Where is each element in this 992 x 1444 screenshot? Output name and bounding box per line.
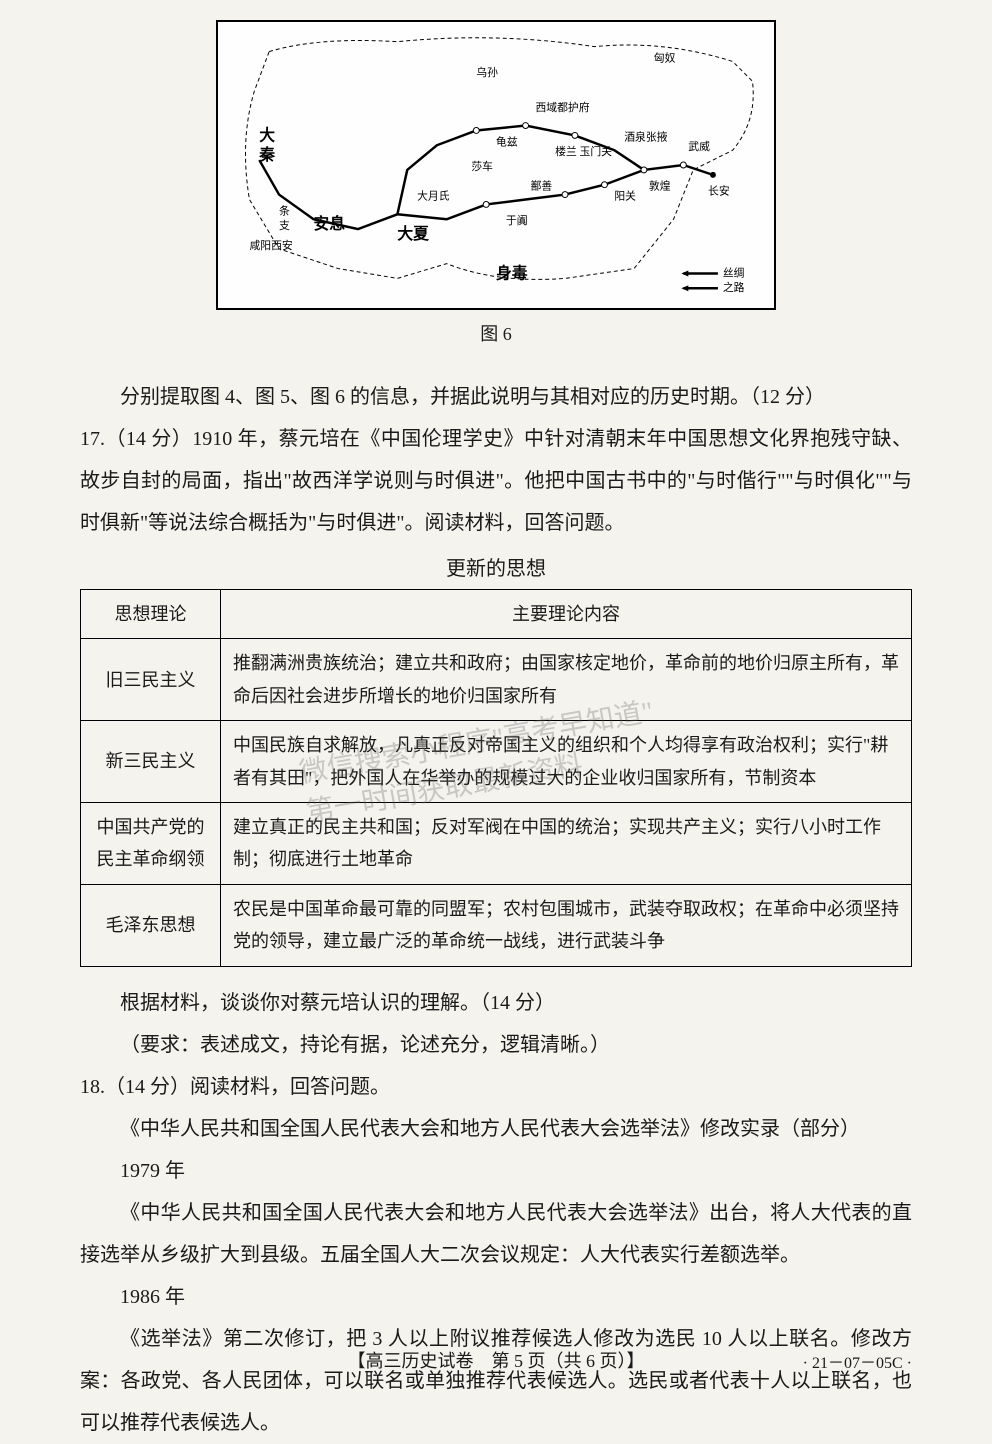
- silk-road-map: 匈奴 乌孙 西域都护府 龟兹 楼兰 玉门关 酒泉张掖 阳关 敦煌 武威 莎车 鄯…: [216, 20, 776, 310]
- q18-stem: 18.（14 分）阅读材料，回答问题。: [80, 1066, 912, 1108]
- table-header-row: 思想理论 主要理论内容: [81, 590, 912, 639]
- q18-p3: 《选举法》第二次修订，把 3 人以上附议推荐候选人修改为选民 10 人以上联名。…: [80, 1318, 912, 1444]
- ideology-table: 思想理论 主要理论内容 旧三民主义 推翻满洲贵族统治；建立共和政府；由国家核定地…: [80, 589, 912, 967]
- q18-y1: 1979 年: [80, 1150, 912, 1192]
- q18-p2: 《中华人民共和国全国人民代表大会和地方人民代表大会选举法》出台，将人大代表的直接…: [80, 1192, 912, 1276]
- label-xian: 咸阳西安: [249, 238, 292, 252]
- label-daxia: 大夏: [397, 224, 429, 243]
- q18-p1: 《中华人民共和国全国人民代表大会和地方人民代表大会选举法》修改实录（部分）: [80, 1108, 912, 1150]
- label-wuwei: 武威: [688, 140, 710, 153]
- table-row: 毛泽东思想 农民是中国革命最可靠的同盟军；农村包围城市，武装夺取政权；在革命中必…: [81, 884, 912, 966]
- th-content: 主要理论内容: [221, 590, 912, 639]
- legend-road: 之路: [723, 280, 745, 294]
- q17-task1: 根据材料，谈谈你对蔡元培认识的理解。（14 分）: [80, 982, 912, 1024]
- table-title: 更新的思想: [80, 552, 912, 581]
- cell-content: 建立真正的民主共和国；反对军阀在中国的统治；实现共产主义；实行八小时工作制；彻底…: [221, 802, 912, 884]
- label-dunhuang: 敦煌: [649, 179, 671, 193]
- cell-content: 中国民族自求解放，凡真正反对帝国主义的组织和个人均得享有政治权利；实行"耕者有其…: [221, 721, 912, 803]
- label-wusun: 乌孙: [476, 65, 498, 79]
- cell-content: 农民是中国革命最可靠的同盟军；农村包围城市，武装夺取政权；在革命中必须坚持党的领…: [221, 884, 912, 966]
- table-row: 旧三民主义 推翻满洲贵族统治；建立共和政府；由国家核定地价，革命前的地价归原主所…: [81, 639, 912, 721]
- label-dayuezhi: 大月氏: [417, 189, 450, 203]
- cell-theory: 新三民主义: [81, 721, 221, 803]
- svg-text:支: 支: [279, 219, 290, 232]
- table-row: 中国共产党的民主革命纲领 建立真正的民主共和国；反对军阀在中国的统治；实现共产主…: [81, 802, 912, 884]
- q16-extract: 分别提取图 4、图 5、图 6 的信息，并据此说明与其相对应的历史时期。（12 …: [80, 376, 912, 418]
- q17-stem: 17.（14 分）1910 年，蔡元培在《中国伦理学史》中针对清朝末年中国思想文…: [80, 418, 912, 544]
- table-row: 新三民主义 中国民族自求解放，凡真正反对帝国主义的组织和个人均得享有政治权利；实…: [81, 721, 912, 803]
- cell-content: 推翻满洲贵族统治；建立共和政府；由国家核定地价，革命前的地价归原主所有，革命后因…: [221, 639, 912, 721]
- figure-caption: 图 6: [80, 320, 912, 346]
- label-yutian: 于阗: [506, 214, 528, 227]
- label-jiuquan: 酒泉张掖: [624, 129, 667, 143]
- label-xiongnu: 匈奴: [654, 50, 676, 64]
- q18-y2: 1986 年: [80, 1276, 912, 1318]
- q17-task2: （要求：表述成文，持论有据，论述充分，逻辑清晰。）: [80, 1024, 912, 1066]
- label-shanshan: 鄯善: [531, 179, 553, 193]
- label-yangguan: 阳关: [614, 189, 636, 203]
- footer-code: · 21－07－05C ·: [803, 1349, 912, 1373]
- label-yumen: 楼兰 玉门关: [555, 144, 612, 158]
- th-theory: 思想理论: [81, 590, 221, 639]
- label-shache: 莎车: [471, 159, 493, 173]
- label-guizi: 龟兹: [496, 135, 518, 148]
- map-svg: 匈奴 乌孙 西域都护府 龟兹 楼兰 玉门关 酒泉张掖 阳关 敦煌 武威 莎车 鄯…: [218, 22, 774, 308]
- svg-text:秦: 秦: [258, 145, 275, 164]
- legend-silk: 丝绸: [723, 265, 745, 279]
- label-xiyu: 西域都护府: [535, 100, 589, 114]
- label-anxi: 安息: [314, 214, 346, 233]
- cell-theory: 旧三民主义: [81, 639, 221, 721]
- svg-text:条: 条: [279, 203, 290, 217]
- cell-theory: 中国共产党的民主革命纲领: [81, 802, 221, 884]
- label-changan: 长安: [708, 184, 730, 198]
- label-daqin: 大: [259, 125, 275, 144]
- cell-theory: 毛泽东思想: [81, 884, 221, 966]
- label-shendu: 身毒: [496, 263, 528, 282]
